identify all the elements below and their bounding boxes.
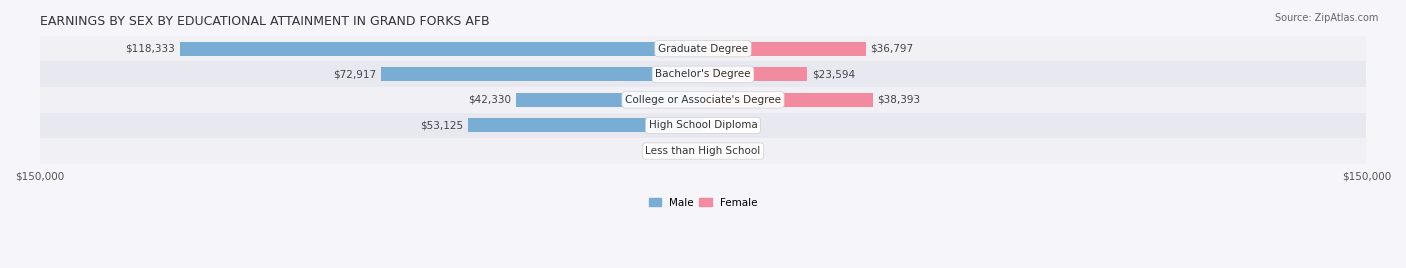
Bar	[39, 113, 1367, 138]
Text: High School Diploma: High School Diploma	[648, 120, 758, 131]
Text: Source: ZipAtlas.com: Source: ZipAtlas.com	[1274, 13, 1378, 23]
Text: College or Associate's Degree: College or Associate's Degree	[626, 95, 780, 105]
Bar	[516, 93, 703, 107]
Bar	[39, 87, 1367, 113]
Text: $38,393: $38,393	[877, 95, 921, 105]
Text: $53,125: $53,125	[420, 120, 464, 131]
Bar	[39, 36, 1367, 61]
Legend: Male, Female: Male, Female	[644, 193, 762, 212]
Text: $36,797: $36,797	[870, 44, 914, 54]
Bar	[180, 42, 703, 56]
Bar	[468, 118, 703, 132]
Bar	[703, 93, 873, 107]
Text: $72,917: $72,917	[333, 69, 375, 79]
Text: EARNINGS BY SEX BY EDUCATIONAL ATTAINMENT IN GRAND FORKS AFB: EARNINGS BY SEX BY EDUCATIONAL ATTAINMEN…	[39, 15, 489, 28]
Text: Less than High School: Less than High School	[645, 146, 761, 156]
Text: $23,594: $23,594	[811, 69, 855, 79]
Text: Bachelor's Degree: Bachelor's Degree	[655, 69, 751, 79]
Bar	[39, 138, 1367, 164]
Bar	[703, 67, 807, 81]
Text: $42,330: $42,330	[468, 95, 512, 105]
Text: $118,333: $118,333	[125, 44, 176, 54]
Bar	[39, 61, 1367, 87]
Text: Graduate Degree: Graduate Degree	[658, 44, 748, 54]
Text: $0: $0	[686, 146, 699, 156]
Bar	[703, 42, 866, 56]
Bar	[381, 67, 703, 81]
Text: $0: $0	[707, 120, 720, 131]
Text: $0: $0	[707, 146, 720, 156]
